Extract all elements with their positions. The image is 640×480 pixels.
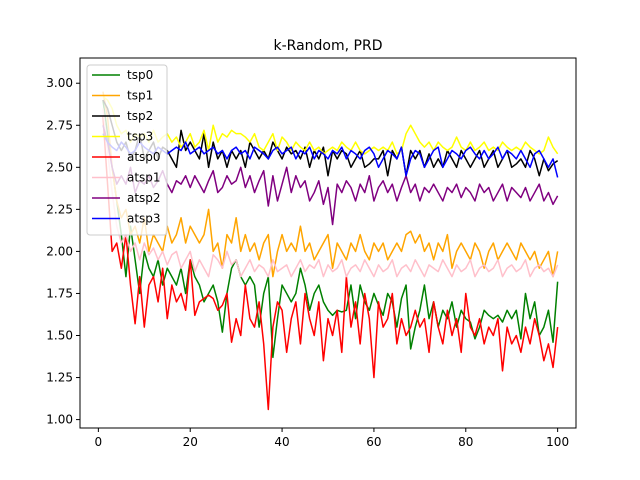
y-tick-label: 1.75 [46,286,73,300]
x-axis: 0 20 40 60 80 100 [95,428,569,449]
series-line-tsp0 [102,99,559,359]
series-layer [102,91,559,411]
y-tick-label: 1.50 [46,329,73,343]
y-tick-label: 2.50 [46,160,73,174]
legend-label-tsp2: tsp2 [127,109,153,123]
series-line-atsp2 [102,125,559,226]
legend-label-atsp3: atsp3 [127,212,161,226]
legend-box [86,64,168,236]
legend-label-atsp0: atsp0 [127,150,161,164]
chart-title: k-Random, PRD [274,38,383,54]
plot-area-frame [79,57,577,429]
y-tick-label: 2.00 [46,244,73,258]
series-line-atsp3 [102,133,559,178]
legend: tsp0 tsp1 tsp2 tsp3 atsp0 atsp1 atsp2 atsp3 [86,64,168,236]
x-tick-label: 40 [274,435,289,449]
x-tick-label: 20 [183,435,198,449]
y-tick-label: 2.25 [46,202,73,216]
legend-label-tsp1: tsp1 [127,89,153,103]
legend-label-tsp0: tsp0 [127,68,153,82]
y-axis: 1.00 1.25 1.50 1.75 2.00 2.25 2.50 2.75 3.00 [46,76,80,427]
x-tick-label: 60 [366,435,381,449]
y-tick-label: 2.75 [46,118,73,132]
x-tick-label: 0 [95,435,103,449]
series-line-tsp3 [102,96,559,155]
y-tick-label: 1.25 [46,371,73,385]
series-line-atsp0 [102,116,559,411]
series-line-tsp1 [102,91,559,278]
legend-label-atsp1: atsp1 [127,171,161,185]
legend-label-tsp3: tsp3 [127,130,153,144]
y-tick-label: 1.00 [46,413,73,427]
x-tick-label: 80 [458,435,473,449]
y-tick-label: 3.00 [46,76,73,90]
series-line-atsp1 [102,108,559,278]
legend-label-atsp2: atsp2 [127,191,161,205]
x-tick-label: 100 [546,435,569,449]
